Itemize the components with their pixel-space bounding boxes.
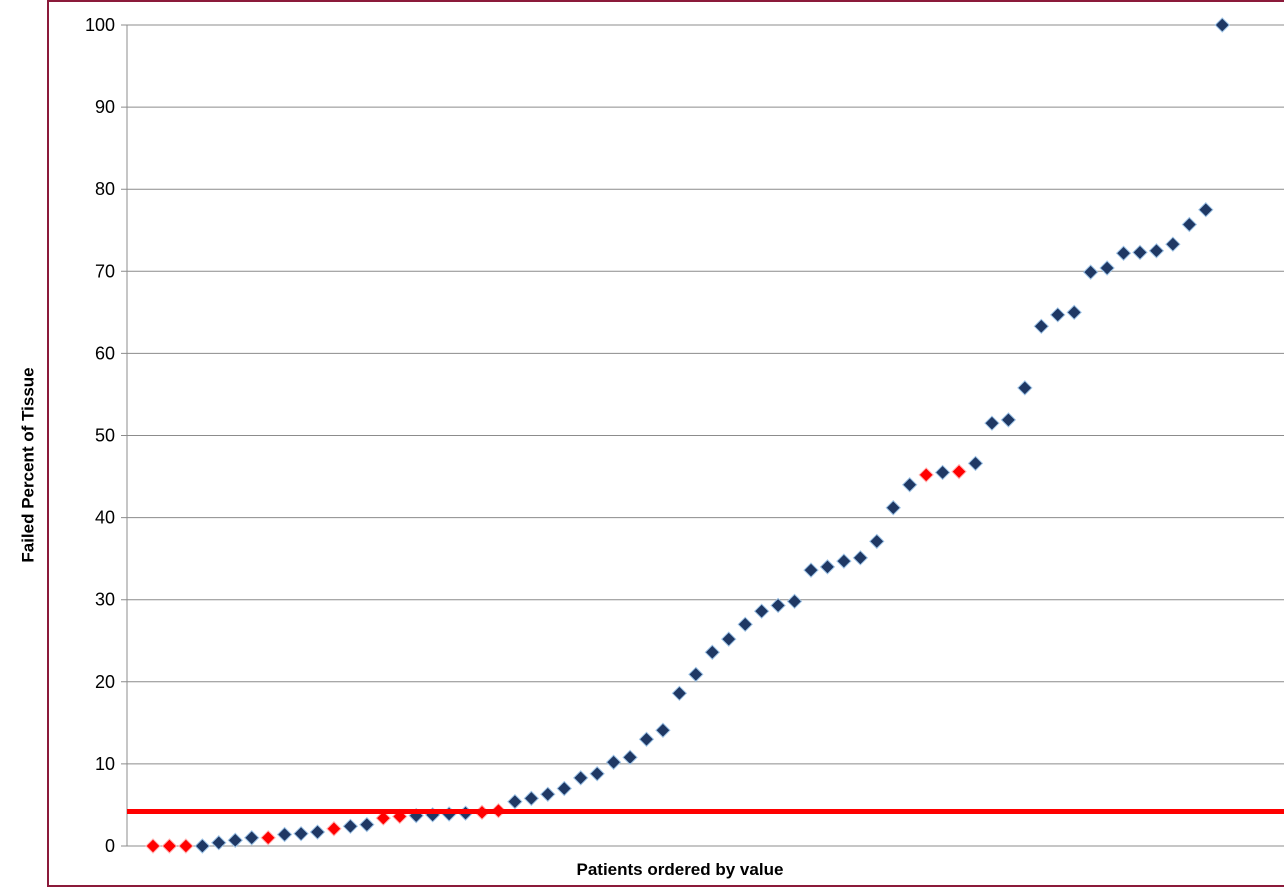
highlighted-data-point: [260, 830, 276, 846]
data-point: [638, 731, 655, 747]
y-tick-label: 70: [95, 261, 115, 281]
data-point: [556, 780, 572, 797]
data-point: [622, 749, 638, 766]
data-point: [984, 415, 1000, 431]
data-point: [852, 550, 869, 566]
y-tick-label: 60: [95, 343, 115, 363]
data-point: [589, 766, 605, 782]
data-point: [605, 754, 622, 770]
data-point: [227, 832, 243, 848]
y-tick-label: 50: [95, 426, 115, 446]
y-axis-label: Failed Percent of Tissue: [18, 367, 38, 563]
data-point: [540, 786, 556, 802]
highlighted-data-point: [918, 467, 934, 483]
data-points: [145, 17, 1230, 854]
highlighted-data-point: [375, 810, 392, 826]
data-point: [276, 826, 293, 843]
data-point: [737, 616, 753, 633]
data-point: [1132, 244, 1148, 261]
chart-frame: [47, 0, 1284, 887]
y-tick-label: 40: [95, 508, 115, 528]
data-point: [819, 559, 836, 575]
data-point: [211, 835, 227, 851]
data-point: [967, 455, 984, 472]
data-point: [1050, 307, 1066, 323]
data-point: [836, 553, 852, 569]
data-point: [1181, 216, 1198, 233]
gridlines: [121, 24, 1284, 847]
data-point: [869, 533, 885, 550]
data-point: [359, 816, 375, 833]
data-point: [293, 825, 309, 842]
data-point: [1099, 260, 1115, 276]
data-point: [885, 500, 901, 516]
data-point: [1033, 318, 1050, 335]
data-point: [786, 593, 803, 610]
y-tick-label: 80: [95, 179, 115, 199]
data-point: [572, 770, 589, 786]
data-point: [1066, 304, 1082, 321]
data-point: [1214, 17, 1230, 33]
data-point: [704, 644, 721, 660]
data-point: [194, 838, 211, 854]
data-point: [1082, 264, 1099, 280]
data-point: [1165, 236, 1181, 252]
y-tick-label: 20: [95, 672, 115, 692]
data-point: [688, 666, 704, 683]
data-point: [507, 793, 523, 810]
data-point: [753, 603, 770, 619]
y-tick-labels: 0 10 20 30 40 50 60 70 80 90 100: [85, 15, 115, 856]
data-point: [934, 464, 951, 481]
data-point: [1198, 202, 1214, 218]
highlighted-data-point: [951, 463, 967, 480]
y-tick-label: 10: [95, 754, 115, 774]
data-point: [1115, 245, 1132, 261]
highlighted-data-point: [161, 838, 178, 854]
data-point: [1017, 380, 1033, 396]
y-tick-label: 0: [105, 836, 115, 856]
y-tick-label: 90: [95, 97, 115, 117]
data-point: [770, 597, 786, 614]
y-tick-label: 100: [85, 15, 115, 35]
data-point: [671, 685, 688, 702]
data-point: [342, 818, 359, 835]
highlighted-data-point: [326, 821, 342, 837]
data-point: [721, 631, 737, 647]
data-point: [803, 562, 819, 578]
x-axis-label: Patients ordered by value: [576, 860, 784, 879]
data-point: [1148, 243, 1165, 259]
data-point: [309, 824, 326, 840]
highlighted-data-point: [178, 838, 194, 854]
data-point: [655, 722, 671, 738]
y-tick-label: 30: [95, 590, 115, 610]
data-point: [243, 830, 260, 846]
data-point: [901, 477, 918, 493]
highlighted-data-point: [145, 838, 161, 854]
data-point: [523, 790, 540, 807]
data-point: [1000, 412, 1017, 428]
